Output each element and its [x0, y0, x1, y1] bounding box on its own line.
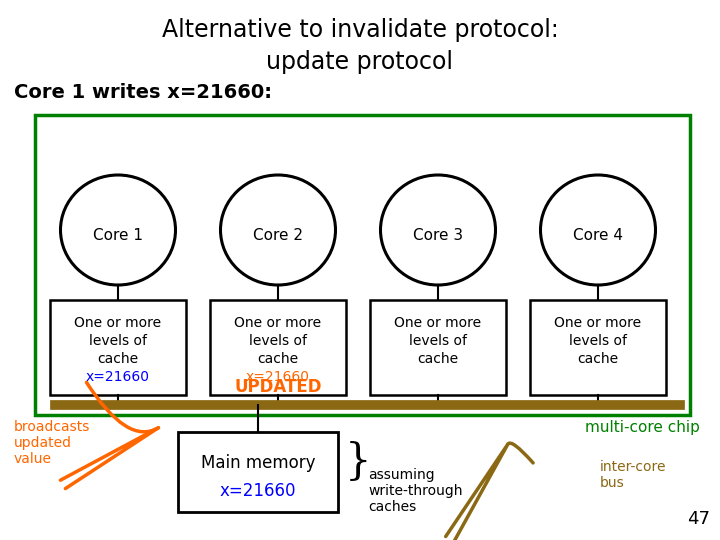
Text: Core 3: Core 3: [413, 227, 463, 242]
Bar: [35, 115, 690, 415]
Text: Core 2: Core 2: [253, 227, 303, 242]
Text: One or more: One or more: [235, 316, 322, 330]
Ellipse shape: [220, 175, 336, 285]
Ellipse shape: [60, 175, 176, 285]
Text: Core 4: Core 4: [573, 227, 623, 242]
Text: Main memory: Main memory: [201, 454, 315, 472]
Text: x=21660: x=21660: [86, 370, 150, 384]
Text: levels of: levels of: [89, 334, 147, 348]
Ellipse shape: [380, 175, 495, 285]
Text: One or more: One or more: [74, 316, 161, 330]
Ellipse shape: [541, 175, 655, 285]
Text: x=21660: x=21660: [246, 370, 310, 384]
Text: cache: cache: [97, 352, 138, 366]
Text: inter-core
bus: inter-core bus: [600, 460, 667, 490]
Text: UPDATED: UPDATED: [234, 378, 322, 396]
Text: x=21660: x=21660: [220, 482, 296, 500]
Bar: [210, 300, 346, 395]
Text: levels of: levels of: [249, 334, 307, 348]
Text: cache: cache: [577, 352, 618, 366]
Bar: [530, 300, 666, 395]
Text: 47: 47: [687, 510, 710, 528]
Text: multi-core chip: multi-core chip: [585, 420, 700, 435]
Text: }: }: [345, 441, 372, 483]
Text: Core 1: Core 1: [93, 227, 143, 242]
Text: cache: cache: [258, 352, 299, 366]
Text: broadcasts
updated
value: broadcasts updated value: [14, 420, 91, 467]
Bar: [50, 300, 186, 395]
Text: One or more: One or more: [554, 316, 642, 330]
Text: Alternative to invalidate protocol:: Alternative to invalidate protocol:: [161, 18, 559, 42]
Bar: [178, 432, 338, 512]
Text: Core 1 writes x=21660:: Core 1 writes x=21660:: [14, 83, 272, 102]
Text: cache: cache: [418, 352, 459, 366]
Text: One or more: One or more: [395, 316, 482, 330]
Text: levels of: levels of: [409, 334, 467, 348]
Bar: [370, 300, 506, 395]
Text: update protocol: update protocol: [266, 50, 454, 74]
Text: assuming
write-through
caches: assuming write-through caches: [368, 468, 462, 515]
Text: levels of: levels of: [569, 334, 627, 348]
